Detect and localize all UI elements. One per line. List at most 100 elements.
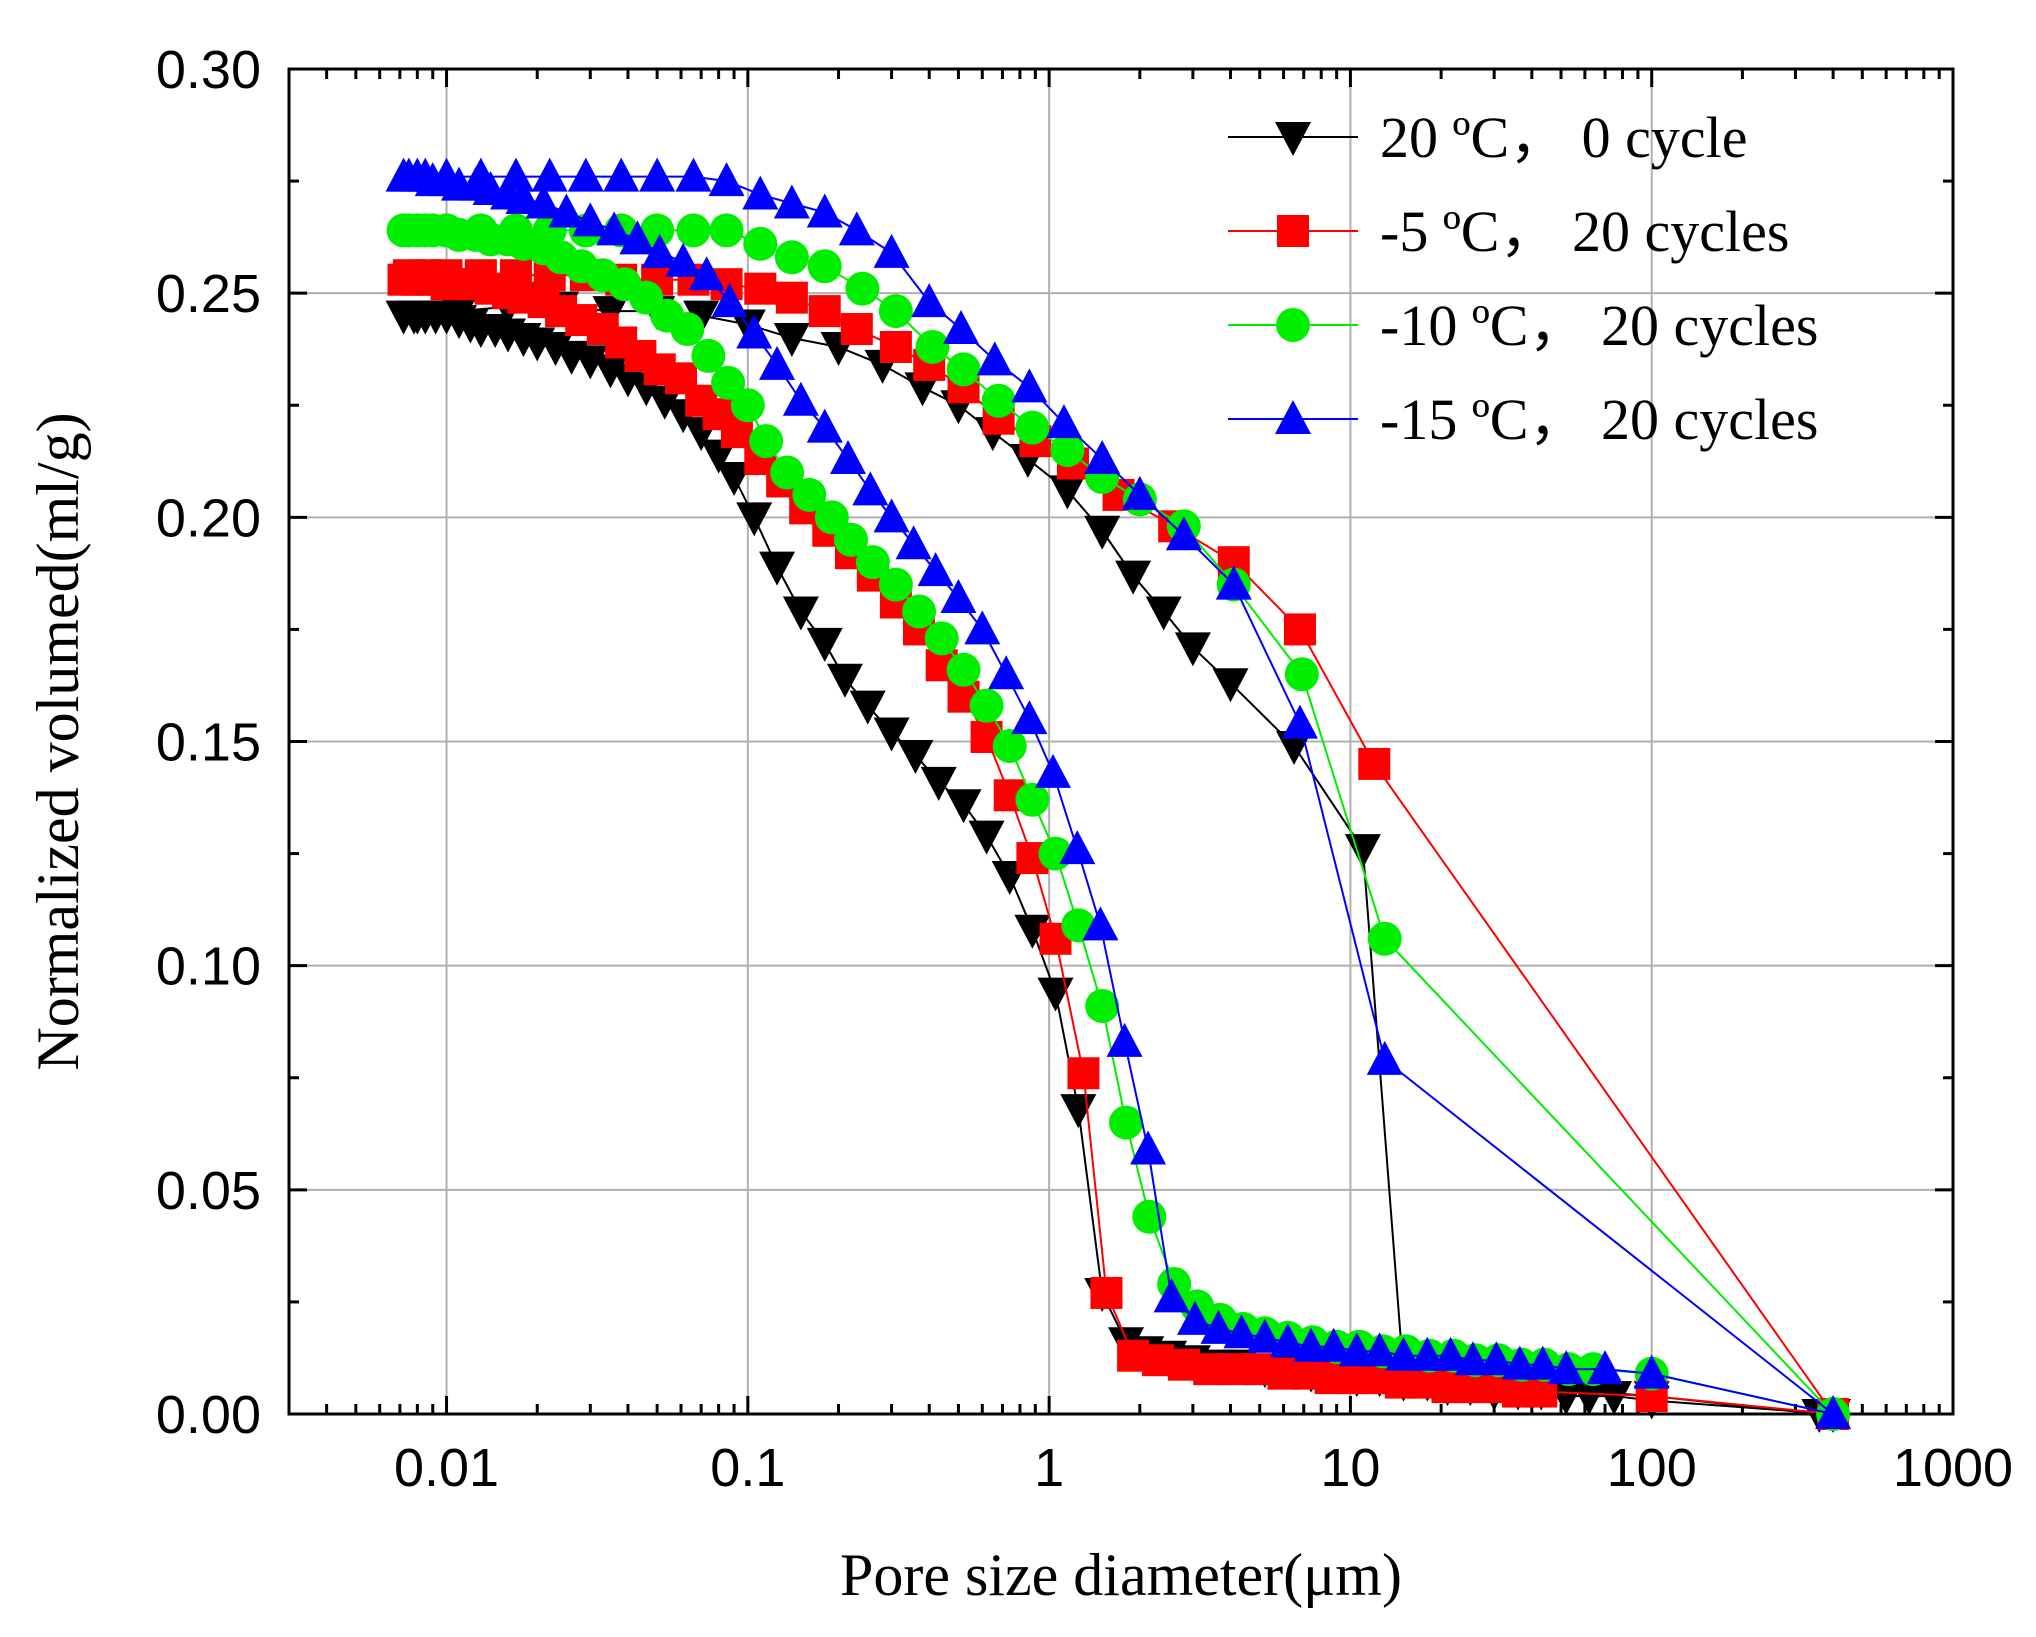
data-point (730, 388, 765, 423)
data-point (1284, 657, 1319, 692)
series-0 (385, 291, 1852, 1433)
data-point (924, 621, 959, 656)
data-point (548, 193, 585, 228)
data-point (1090, 1276, 1123, 1309)
data-point (1223, 1314, 1260, 1349)
data-point (838, 211, 875, 246)
data-point (968, 820, 1005, 855)
axes-layer: 0.01 0.1 1 10 100 1000 0.00 0.05 0.10 0.15 0.20 0.2… (156, 40, 2013, 1498)
data-point (946, 652, 981, 687)
data-point (708, 162, 745, 197)
data-point (743, 226, 778, 261)
data-point (782, 381, 819, 416)
data-point (920, 766, 957, 801)
series-3 (385, 157, 1852, 1429)
data-point (915, 329, 950, 364)
data-point (619, 220, 656, 255)
data-point (392, 259, 425, 292)
data-point (873, 498, 910, 533)
legend-label: 20 ºC， 0 cycle (1380, 105, 1748, 170)
data-point (463, 213, 498, 248)
data-point (774, 240, 809, 275)
data-point (676, 213, 711, 248)
data-point (845, 271, 880, 306)
data-point (390, 157, 427, 192)
data-point (808, 295, 841, 328)
data-point (834, 522, 869, 557)
data-point (1115, 560, 1152, 595)
data-point (759, 551, 796, 586)
data-point (603, 157, 640, 192)
data-point (1082, 906, 1119, 941)
x-tick-label: 0.01 (394, 1438, 499, 1498)
data-point (711, 365, 746, 400)
y-tick-label: 0.15 (156, 713, 261, 773)
data-point (1596, 1381, 1633, 1416)
data-point (399, 300, 436, 335)
data-point (1361, 1332, 1398, 1367)
data-point (852, 471, 889, 506)
data-point (976, 341, 1013, 376)
data-point (1015, 410, 1050, 445)
x-axis-title: Pore size diameter(μm) (840, 1542, 1402, 1608)
data-point (1815, 1395, 1852, 1429)
x-tick-label: 0.1 (710, 1438, 785, 1498)
y-tick-label: 0.30 (156, 40, 261, 100)
data-point (572, 345, 609, 380)
legend-marker (1275, 122, 1311, 156)
data-point (592, 354, 629, 389)
x-tick-label: 100 (1607, 1438, 1697, 1498)
data-point (895, 525, 932, 560)
legend: 20 ºC， 0 cycle -5 ºC， 20 cycles -10 ºC， 20… (1228, 105, 1818, 452)
data-point (770, 455, 805, 490)
legend-marker (1275, 400, 1311, 434)
y-axis-title: Normalized volumed(ml/g) (25, 412, 91, 1070)
data-point (640, 213, 675, 248)
data-point (988, 655, 1025, 690)
data-point (1011, 700, 1048, 735)
data-point (462, 157, 499, 192)
data-point (897, 739, 934, 774)
data-point (943, 310, 980, 345)
data-point (806, 627, 843, 662)
data-point (1084, 515, 1121, 550)
data-point (964, 610, 1001, 645)
y-tick-label: 0.20 (156, 488, 261, 548)
data-point (1067, 1057, 1100, 1090)
data-point (464, 259, 497, 292)
data-point (1212, 668, 1249, 703)
x-tick-label: 1000 (1893, 1438, 2013, 1498)
data-point (1106, 1022, 1143, 1057)
data-point (1177, 1300, 1214, 1335)
data-point (736, 502, 773, 537)
data-point (1548, 1350, 1585, 1385)
data-point (878, 567, 913, 602)
data-point (691, 338, 726, 373)
data-point (531, 157, 568, 192)
data-point (1165, 516, 1202, 551)
data-point (391, 213, 426, 248)
data-point (1246, 1318, 1283, 1353)
data-point (1121, 475, 1158, 510)
data-point (1049, 475, 1086, 510)
data-point (670, 312, 705, 347)
data-point (873, 717, 910, 752)
data-point (1084, 440, 1121, 475)
data-point (946, 352, 981, 387)
data-point (1524, 1345, 1561, 1380)
data-point (711, 283, 748, 318)
data-point (878, 294, 913, 329)
data-point (497, 157, 534, 192)
data-point (917, 552, 954, 587)
data-point (1153, 1278, 1190, 1313)
data-point (688, 256, 725, 291)
data-point (1145, 596, 1182, 631)
data-point (1011, 368, 1048, 403)
data-point (879, 330, 912, 363)
data-point (683, 300, 720, 335)
data-point (441, 296, 478, 331)
y-tick-label: 0.00 (156, 1385, 261, 1445)
data-point (596, 211, 633, 246)
data-point (1432, 1336, 1469, 1371)
